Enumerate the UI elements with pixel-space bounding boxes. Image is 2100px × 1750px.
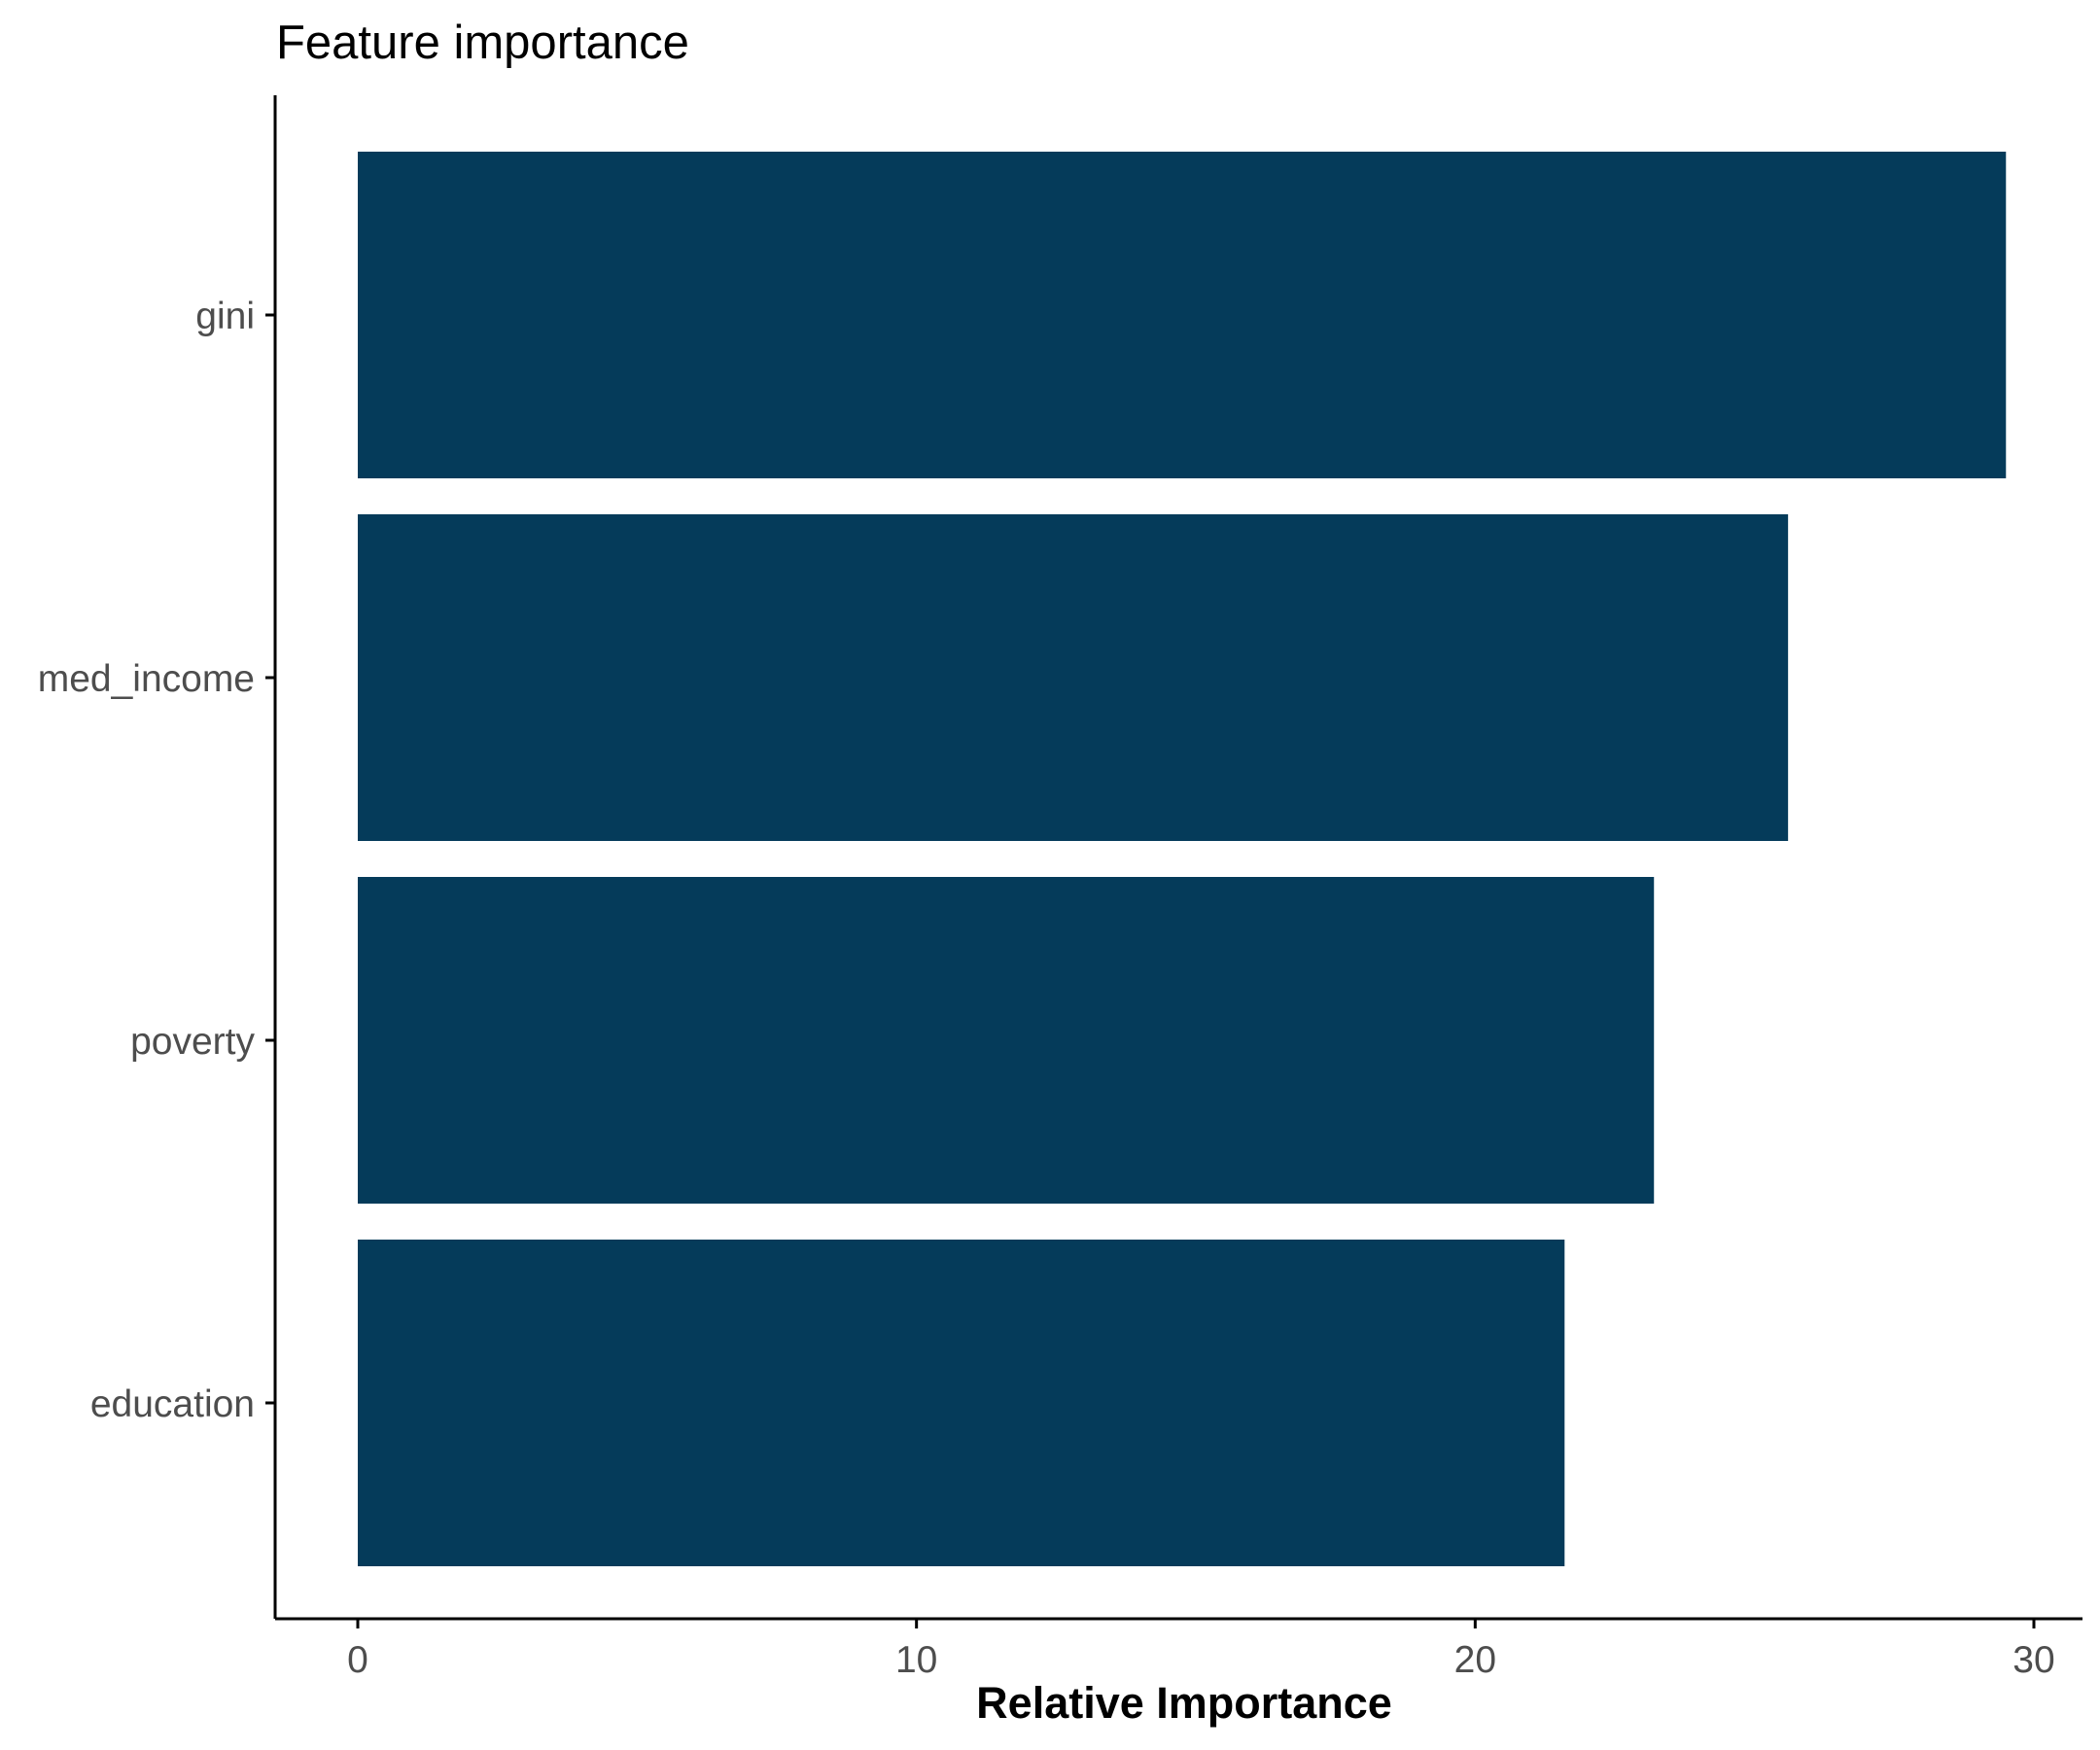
bar-med-income bbox=[358, 514, 1789, 841]
y-tick-label: med_income bbox=[38, 658, 255, 700]
x-axis-title: Relative Importance bbox=[976, 1678, 1392, 1728]
x-tick-label: 10 bbox=[895, 1639, 937, 1681]
bar-education bbox=[358, 1240, 1565, 1566]
y-tick-label: gini bbox=[195, 296, 255, 337]
bars-layer bbox=[358, 152, 2007, 1566]
x-axis: 0 10 20 30 bbox=[275, 1617, 2082, 1681]
x-tick-label: 20 bbox=[1454, 1639, 1496, 1681]
y-tick-label: education bbox=[90, 1383, 255, 1425]
chart-title: Feature importance bbox=[276, 17, 689, 69]
bar-gini bbox=[358, 152, 2007, 478]
bar-poverty bbox=[358, 877, 1655, 1204]
x-tick-label: 0 bbox=[347, 1639, 368, 1681]
y-tick-label: poverty bbox=[130, 1021, 255, 1063]
x-tick-label: 30 bbox=[2012, 1639, 2054, 1681]
